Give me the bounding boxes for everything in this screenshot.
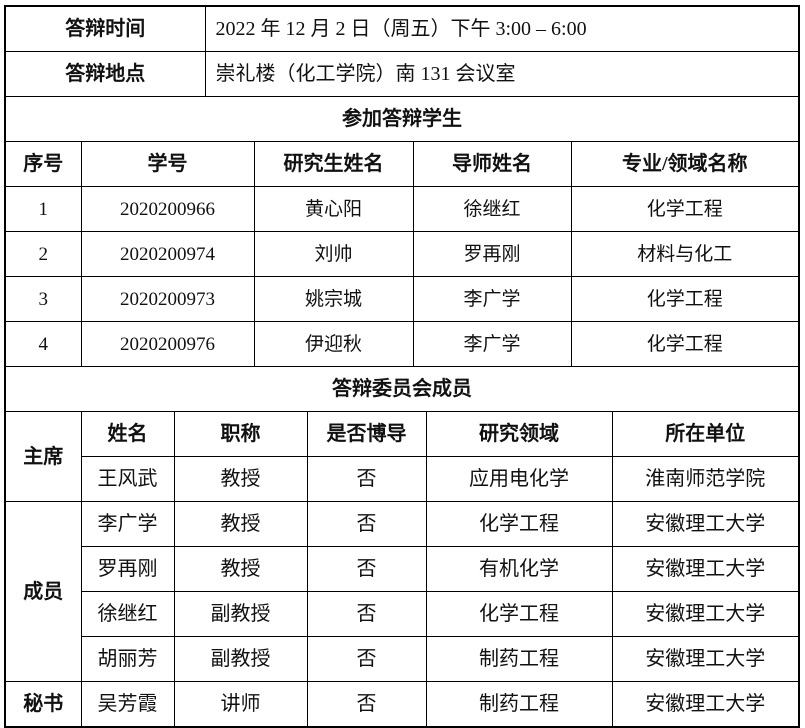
committee-table: 答辩委员会成员 主席 姓名 职称 是否博导 研究领域 所在单位 王风武 教授 否… — [6, 367, 798, 726]
cell: 教授 — [173, 501, 308, 547]
cell: 安徽理工大学 — [611, 681, 798, 726]
header-cell: 序号 — [6, 141, 82, 187]
table-row: 4 2020200976 伊迎秋 李广学 化学工程 — [6, 321, 798, 367]
cell: 否 — [306, 636, 427, 682]
cell: 王风武 — [81, 456, 175, 502]
table-row: 2 2020200974 刘帅 罗再刚 材料与化工 — [6, 231, 798, 277]
cell: 应用电化学 — [425, 456, 613, 502]
cell: 2020200974 — [80, 231, 255, 277]
header-cell: 姓名 — [80, 411, 175, 457]
defense-info-table: 答辩时间 2022 年 12 月 2 日（周五）下午 3:00 – 6:00 答… — [6, 7, 798, 97]
time-label: 答辩时间 — [6, 7, 206, 52]
cell: 淮南师范学院 — [611, 456, 798, 502]
cell: 李广学 — [80, 501, 175, 547]
cell: 1 — [6, 186, 82, 232]
cell: 3 — [6, 276, 82, 322]
header-cell: 是否博导 — [306, 411, 427, 457]
cell: 4 — [6, 321, 82, 367]
cell: 化学工程 — [570, 186, 798, 232]
cell: 黄心阳 — [253, 186, 414, 232]
table-row: 1 2020200966 黄心阳 徐继红 化学工程 — [6, 186, 798, 232]
cell: 副教授 — [173, 591, 308, 637]
cell: 2020200976 — [80, 321, 255, 367]
table-row: 王风武 教授 否 应用电化学 淮南师范学院 — [6, 456, 798, 502]
role-chair: 主席 — [6, 411, 82, 502]
cell: 制药工程 — [425, 636, 613, 682]
defense-schedule-table: 答辩时间 2022 年 12 月 2 日（周五）下午 3:00 – 6:00 答… — [4, 5, 800, 728]
cell: 否 — [306, 681, 427, 726]
cell: 否 — [306, 501, 427, 547]
table-row: 秘书 吴芳霞 讲师 否 制药工程 安徽理工大学 — [6, 681, 798, 726]
info-row-time: 答辩时间 2022 年 12 月 2 日（周五）下午 3:00 – 6:00 — [6, 7, 798, 52]
cell: 徐继红 — [412, 186, 572, 232]
cell: 安徽理工大学 — [611, 591, 798, 637]
cell: 罗再刚 — [81, 546, 175, 592]
cell: 李广学 — [412, 321, 572, 367]
place-label: 答辩地点 — [6, 51, 206, 97]
header-cell: 导师姓名 — [412, 141, 572, 187]
students-header-row: 序号 学号 研究生姓名 导师姓名 专业/领域名称 — [6, 141, 798, 187]
header-cell: 专业/领域名称 — [570, 141, 798, 187]
cell: 2020200966 — [80, 186, 255, 232]
cell: 李广学 — [412, 276, 572, 322]
cell: 有机化学 — [425, 546, 613, 592]
cell: 化学工程 — [425, 501, 613, 547]
cell: 否 — [306, 591, 427, 637]
cell: 化学工程 — [570, 276, 798, 322]
table-row: 胡丽芳 副教授 否 制药工程 安徽理工大学 — [6, 636, 798, 682]
cell: 否 — [306, 546, 427, 592]
info-row-place: 答辩地点 崇礼楼（化工学院）南 131 会议室 — [6, 51, 798, 97]
cell: 化学工程 — [425, 591, 613, 637]
role-members: 成员 — [6, 501, 82, 682]
cell: 制药工程 — [425, 681, 613, 726]
cell: 教授 — [173, 456, 308, 502]
cell: 姚宗城 — [253, 276, 414, 322]
cell: 徐继红 — [81, 591, 175, 637]
header-cell: 研究领域 — [425, 411, 613, 457]
cell: 罗再刚 — [412, 231, 572, 277]
committee-header-row: 主席 姓名 职称 是否博导 研究领域 所在单位 — [6, 411, 798, 502]
cell: 讲师 — [173, 681, 308, 726]
cell: 否 — [306, 456, 427, 502]
students-table: 参加答辩学生 序号 学号 研究生姓名 导师姓名 专业/领域名称 1 202020… — [6, 97, 798, 367]
cell: 材料与化工 — [570, 231, 798, 277]
cell: 副教授 — [173, 636, 308, 682]
header-cell: 研究生姓名 — [253, 141, 414, 187]
committee-title: 答辩委员会成员 — [6, 367, 798, 412]
cell: 胡丽芳 — [81, 636, 175, 682]
cell: 安徽理工大学 — [611, 636, 798, 682]
cell: 化学工程 — [570, 321, 798, 367]
header-cell: 学号 — [80, 141, 255, 187]
cell: 伊迎秋 — [253, 321, 414, 367]
header-cell: 职称 — [173, 411, 308, 457]
place-value: 崇礼楼（化工学院）南 131 会议室 — [204, 51, 798, 97]
cell: 2020200973 — [80, 276, 255, 322]
time-value: 2022 年 12 月 2 日（周五）下午 3:00 – 6:00 — [204, 7, 798, 52]
cell: 2 — [6, 231, 82, 277]
header-cell: 所在单位 — [611, 411, 798, 457]
cell: 安徽理工大学 — [611, 501, 798, 547]
table-row: 成员 李广学 教授 否 化学工程 安徽理工大学 — [6, 501, 798, 682]
role-secretary: 秘书 — [6, 681, 82, 726]
table-row: 3 2020200973 姚宗城 李广学 化学工程 — [6, 276, 798, 322]
cell: 刘帅 — [253, 231, 414, 277]
table-row: 徐继红 副教授 否 化学工程 安徽理工大学 — [6, 591, 798, 637]
cell: 教授 — [173, 546, 308, 592]
cell: 吴芳霞 — [80, 681, 175, 726]
cell: 安徽理工大学 — [611, 546, 798, 592]
table-row: 罗再刚 教授 否 有机化学 安徽理工大学 — [6, 546, 798, 592]
students-title: 参加答辩学生 — [6, 97, 798, 142]
